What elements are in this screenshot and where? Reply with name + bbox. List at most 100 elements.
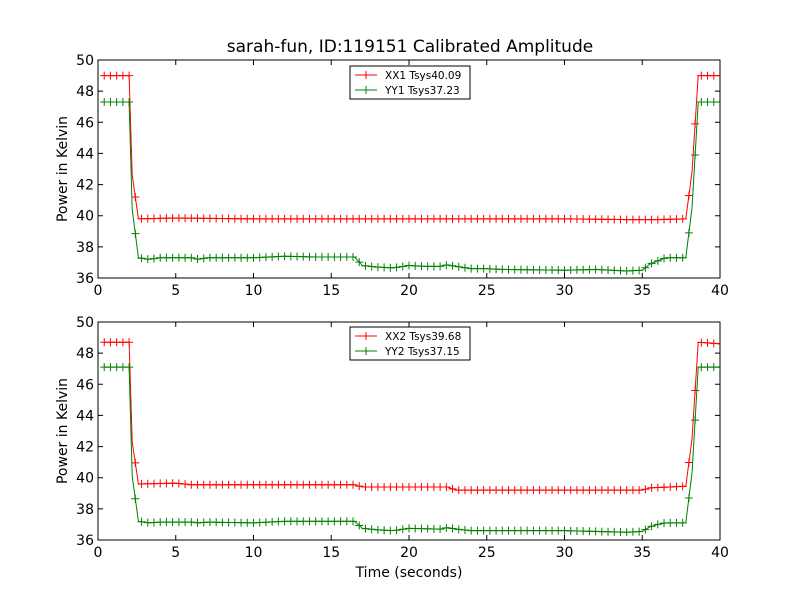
bottom-series-1-marker bbox=[367, 525, 376, 534]
bottom-series-markers-0 bbox=[100, 338, 720, 495]
bottom-x-tick-label: 30 bbox=[556, 545, 574, 561]
top-series-0-marker bbox=[125, 71, 134, 80]
top-x-tick-label: 15 bbox=[322, 283, 340, 299]
top-series-1-marker bbox=[448, 261, 457, 270]
top-series-1-marker bbox=[660, 254, 669, 263]
top-series-1-marker bbox=[635, 266, 644, 275]
bottom-x-tick-label: 15 bbox=[322, 545, 340, 561]
bottom-series-1-marker bbox=[392, 526, 401, 535]
top-y-tick-label: 44 bbox=[76, 146, 94, 162]
bottom-series-0-marker bbox=[355, 482, 364, 491]
top-series-0-marker bbox=[691, 119, 700, 128]
top-subplot: 0 5 10 15 20 25 30 35 40 36 38 40 42 44 46 48 50 Power in… bbox=[55, 53, 729, 299]
top-series-1-marker bbox=[436, 262, 445, 271]
top-series-1-marker bbox=[454, 262, 463, 271]
bottom-series-1-marker bbox=[355, 521, 364, 530]
bottom-series-1-marker bbox=[442, 523, 451, 532]
bottom-x-tick-label: 20 bbox=[400, 545, 418, 561]
top-series-1-marker bbox=[199, 254, 208, 263]
top-y-axis-label: Power in Kelvin bbox=[55, 116, 71, 222]
top-series-1-marker bbox=[691, 150, 700, 159]
bottom-x-axis-label: Time (seconds) bbox=[355, 565, 463, 581]
bottom-subplot: 0 5 10 15 20 25 30 35 40 36 38 40 42 44 46 48 50 Power in… bbox=[55, 315, 729, 581]
top-legend-swatch-1 bbox=[355, 86, 377, 94]
bottom-legend: XX2 Tsys39.68 YY2 Tsys37.15 bbox=[349, 326, 471, 361]
top-series-1-marker bbox=[187, 253, 196, 262]
bottom-series-0-marker bbox=[691, 386, 700, 395]
top-legend-label-0: XX1 Tsys40.09 bbox=[385, 70, 461, 82]
bottom-series-1-marker bbox=[716, 363, 720, 372]
top-x-tick-label: 5 bbox=[171, 283, 180, 299]
top-y-tick-label: 42 bbox=[76, 178, 94, 194]
bottom-legend-label-0: XX2 Tsys39.68 bbox=[385, 331, 461, 343]
bottom-series-0-marker bbox=[125, 338, 134, 347]
bottom-y-tick-label: 50 bbox=[76, 315, 94, 331]
top-x-tick-label: 30 bbox=[556, 283, 574, 299]
top-x-tick-label: 40 bbox=[711, 283, 729, 299]
bottom-y-tick-label: 42 bbox=[76, 440, 94, 456]
top-series-1-marker bbox=[678, 253, 687, 262]
bottom-x-tick-label: 25 bbox=[478, 545, 496, 561]
bottom-y-tick-label: 40 bbox=[76, 471, 94, 487]
bottom-series-1-marker bbox=[448, 524, 457, 533]
bottom-y-tick-label: 48 bbox=[76, 346, 94, 362]
bottom-series-0-marker bbox=[442, 483, 451, 492]
bottom-x-tick-label: 5 bbox=[171, 545, 180, 561]
bottom-x-tick-label: 35 bbox=[633, 545, 651, 561]
bottom-x-tick-label: 10 bbox=[245, 545, 263, 561]
top-legend-label-1: YY1 Tsys37.23 bbox=[384, 85, 460, 97]
top-x-tick-label: 25 bbox=[478, 283, 496, 299]
bottom-series-1-marker bbox=[641, 525, 650, 534]
bottom-series-0-marker bbox=[131, 458, 140, 467]
top-series-1-marker bbox=[125, 98, 134, 107]
bottom-y-tick-label: 46 bbox=[76, 377, 94, 393]
bottom-x-tick-label: 40 bbox=[711, 545, 729, 561]
bottom-series-1-marker bbox=[691, 416, 700, 425]
bottom-legend-swatch-0 bbox=[355, 332, 377, 340]
top-series-1-marker bbox=[442, 261, 451, 270]
top-y-tick-label: 48 bbox=[76, 84, 94, 100]
bottom-y-tick-label: 38 bbox=[76, 502, 94, 518]
top-series-1-marker bbox=[137, 254, 146, 263]
top-series-1-marker bbox=[460, 263, 469, 272]
bottom-series-1-marker bbox=[678, 518, 687, 527]
top-x-tick-label: 0 bbox=[94, 283, 103, 299]
top-series-1-marker bbox=[398, 262, 407, 271]
bottom-series-0-marker bbox=[684, 458, 693, 467]
top-series-0-marker bbox=[678, 214, 687, 223]
bottom-legend-label-1: YY2 Tsys37.15 bbox=[384, 346, 460, 358]
bottom-series-1-marker bbox=[125, 363, 134, 372]
top-series-markers-1 bbox=[100, 98, 720, 275]
bottom-legend-swatch-1 bbox=[355, 347, 377, 355]
top-series-0-marker bbox=[684, 191, 693, 200]
bottom-series-1-marker bbox=[436, 525, 445, 534]
bottom-y-tick-label: 44 bbox=[76, 408, 94, 424]
top-legend: XX1 Tsys40.09 YY1 Tsys37.23 bbox=[349, 65, 471, 100]
top-x-tick-label: 35 bbox=[633, 283, 651, 299]
bottom-series-1-marker bbox=[349, 517, 358, 526]
bottom-y-axis-label: Power in Kelvin bbox=[55, 378, 71, 484]
top-series-1-marker bbox=[647, 259, 656, 268]
bottom-series-1-marker bbox=[137, 517, 146, 526]
top-series-0-marker bbox=[131, 193, 140, 202]
bottom-series-0-marker bbox=[716, 339, 720, 348]
figure-title: sarah-fun, ID:119151 Calibrated Amplitud… bbox=[227, 37, 593, 57]
top-series-markers-0 bbox=[100, 71, 720, 224]
top-series-1-marker bbox=[653, 256, 662, 265]
top-series-1-marker bbox=[641, 263, 650, 272]
bottom-series-0-marker bbox=[349, 480, 358, 489]
top-series-1-marker bbox=[684, 228, 693, 237]
bottom-series-1-marker bbox=[653, 520, 662, 529]
top-y-tick-label: 50 bbox=[76, 53, 94, 69]
top-series-1-marker bbox=[355, 258, 364, 267]
bottom-series-0-marker bbox=[641, 485, 650, 494]
bottom-y-tick-label: 36 bbox=[76, 533, 94, 549]
top-series-1-marker bbox=[716, 98, 720, 107]
top-series-1-marker bbox=[367, 262, 376, 271]
top-y-tick-label: 46 bbox=[76, 115, 94, 131]
top-legend-swatch-0 bbox=[355, 71, 377, 79]
bottom-series-1-marker bbox=[635, 527, 644, 536]
top-x-tick-label: 10 bbox=[245, 283, 263, 299]
